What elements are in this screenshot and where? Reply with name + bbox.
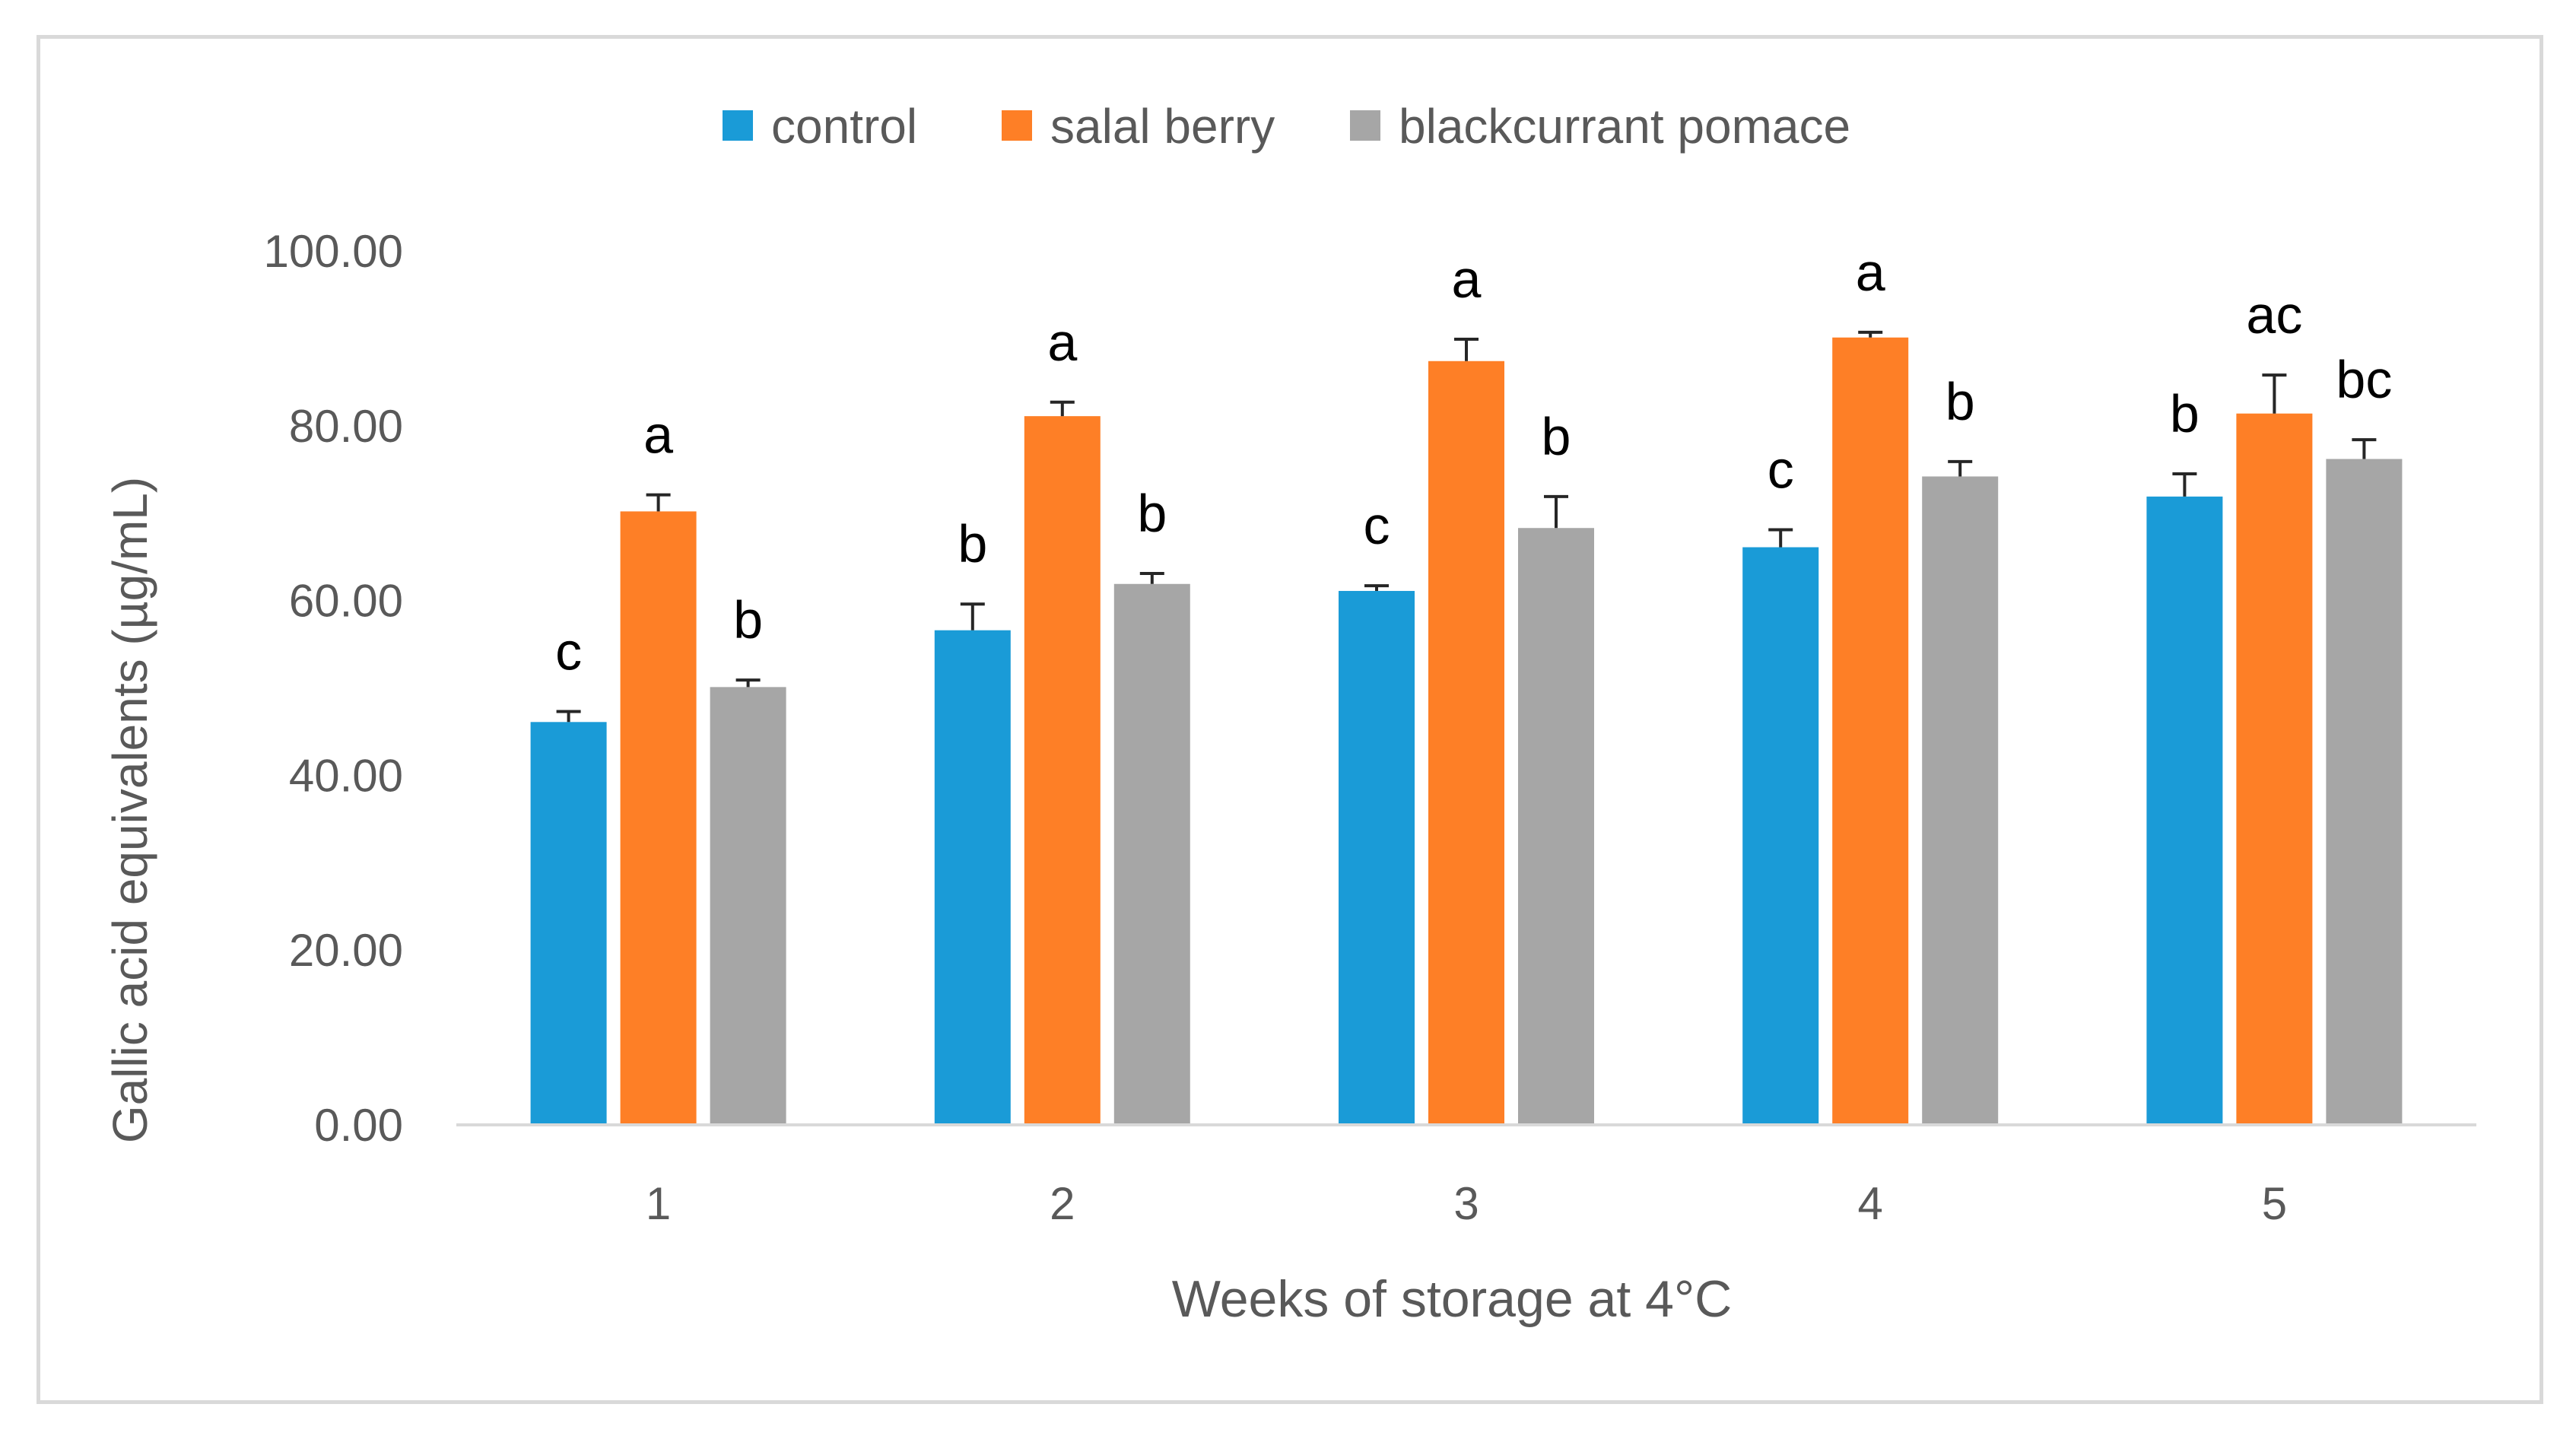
significance-label: ac: [2246, 285, 2302, 345]
legend-item: salal berry: [1002, 99, 1275, 154]
legend-label: control: [771, 99, 917, 154]
bar: [1742, 547, 1819, 1125]
bar: [934, 630, 1011, 1125]
y-tick-label: 0.00: [314, 1100, 403, 1151]
bar-group: a: [1832, 243, 1909, 1126]
legend-label: salal berry: [1050, 99, 1275, 154]
significance-label: b: [958, 514, 987, 573]
x-axis-title: Weeks of storage at 4°C: [1172, 1270, 1733, 1328]
significance-label: c: [1768, 440, 1794, 500]
significance-label: c: [1364, 496, 1390, 555]
bar-group: b: [2146, 384, 2223, 1125]
bar: [1428, 361, 1504, 1125]
y-tick-label: 100.00: [263, 226, 403, 277]
bar-group: c: [1742, 440, 1819, 1125]
significance-label: a: [1452, 249, 1482, 309]
bar-group: ac: [2236, 285, 2313, 1125]
x-tick-label: 3: [1453, 1178, 1479, 1229]
x-tick-label: 5: [2262, 1178, 2287, 1229]
bar: [530, 722, 607, 1125]
bar-group: b: [1518, 407, 1594, 1125]
y-tick-label: 60.00: [289, 576, 403, 627]
bar-group: b: [934, 514, 1011, 1125]
bar-group: c: [1339, 496, 1415, 1125]
bar: [1832, 337, 1909, 1126]
significance-label: a: [1047, 313, 1077, 372]
significance-label: a: [643, 405, 673, 465]
legend-swatch: [723, 110, 753, 141]
x-tick-label: 2: [1050, 1178, 1075, 1229]
x-axis: 1 2 3 4 5: [456, 1123, 2476, 1229]
bar: [1922, 476, 1999, 1125]
legend: control salal berry blackcurrant pomace: [723, 99, 1850, 154]
bar: [2236, 413, 2313, 1125]
bar: [2146, 496, 2223, 1125]
bar: [1113, 583, 1190, 1125]
significance-label: b: [733, 590, 763, 650]
bar-group: c: [530, 622, 607, 1125]
legend-label: blackcurrant pomace: [1399, 99, 1850, 154]
significance-label: b: [1137, 484, 1167, 543]
legend-item: blackcurrant pomace: [1350, 99, 1850, 154]
significance-label: c: [555, 622, 582, 681]
significance-label: b: [2170, 384, 2200, 443]
bar: [620, 511, 697, 1125]
y-axis-title: Gallic acid equivalents (µg/mL): [103, 477, 157, 1143]
bar-group: bc: [2326, 350, 2403, 1125]
legend-item: control: [723, 99, 917, 154]
bar: [2326, 459, 2403, 1125]
bar-group: a: [1024, 313, 1101, 1125]
y-tick-label: 40.00: [289, 750, 403, 801]
bar-group: b: [1922, 372, 1999, 1125]
y-axis: 0.00 20.00 40.00 60.00 80.00 100.00: [263, 226, 403, 1151]
bar-group: b: [1113, 484, 1190, 1125]
bar-group: a: [620, 405, 697, 1125]
x-tick-label: 4: [1858, 1178, 1883, 1229]
significance-label: a: [1856, 243, 1885, 302]
legend-swatch: [1002, 110, 1032, 141]
bar-group: b: [710, 590, 786, 1125]
bar: [1339, 590, 1415, 1125]
x-tick-label: 1: [646, 1178, 671, 1229]
bar: [710, 687, 786, 1125]
significance-label: b: [1945, 372, 1975, 431]
bar-group: a: [1428, 249, 1504, 1125]
significance-label: bc: [2336, 350, 2392, 409]
bar: [1518, 528, 1594, 1125]
y-tick-label: 20.00: [289, 925, 403, 976]
y-tick-label: 80.00: [289, 401, 403, 452]
bar: [1024, 416, 1101, 1125]
significance-label: b: [1542, 407, 1571, 466]
legend-swatch: [1350, 110, 1380, 141]
chart-frame: [37, 35, 2543, 1404]
